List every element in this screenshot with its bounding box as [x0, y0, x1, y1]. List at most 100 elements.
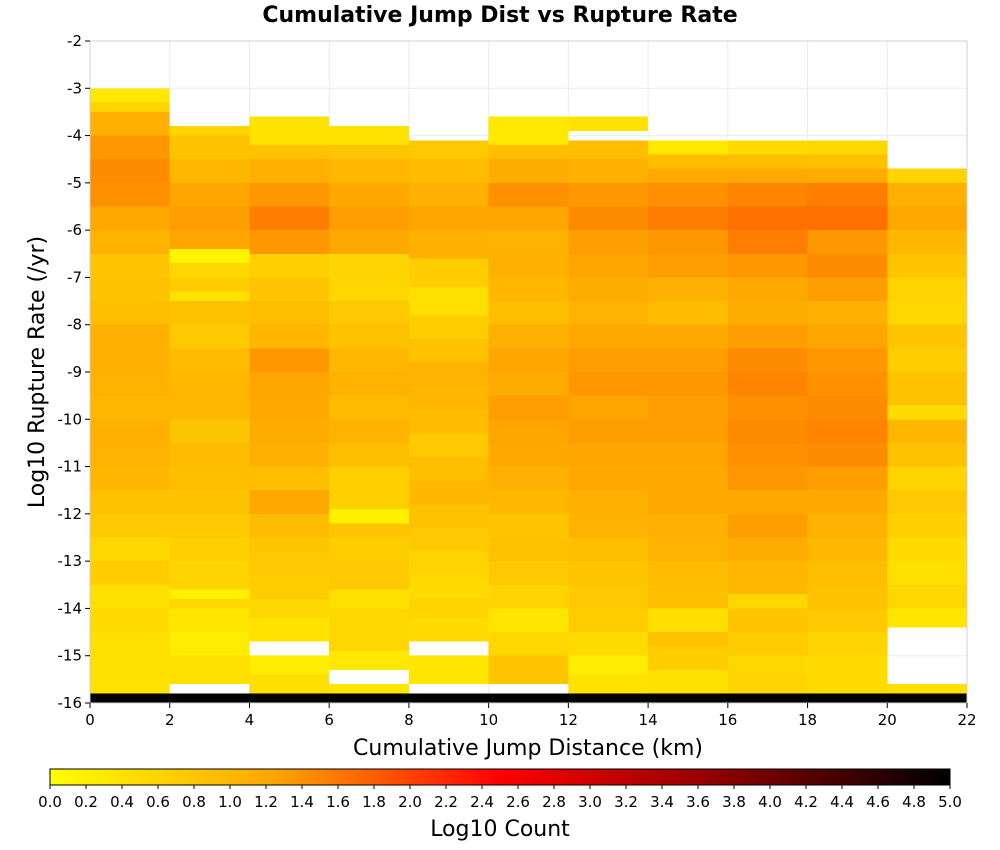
- colorbar-tick-label: 1.4: [290, 793, 314, 811]
- heatmap-cell: [488, 116, 569, 146]
- heatmap-cell: [807, 419, 888, 443]
- heatmap-cell: [648, 168, 728, 183]
- heatmap-cell: [249, 145, 330, 160]
- heatmap-cell: [329, 324, 409, 349]
- heatmap-cell: [169, 159, 250, 183]
- heatmap-cell: [408, 433, 489, 458]
- heatmap-cell: [807, 537, 888, 562]
- heatmap-cell: [648, 140, 728, 155]
- heatmap-cell: [408, 655, 489, 685]
- heatmap-cell: [169, 206, 250, 231]
- heatmap-cell: [727, 140, 808, 155]
- heatmap-cell: [90, 561, 170, 585]
- heatmap-cell: [249, 537, 330, 552]
- heatmap-cell: [727, 561, 808, 595]
- heatmap-cell: [408, 504, 489, 529]
- heatmap-cell: [329, 182, 409, 207]
- heatmap-cell: [727, 537, 808, 562]
- heatmap-cell: [568, 301, 649, 325]
- heatmap-cell: [329, 145, 409, 160]
- colorbar-label: Log10 Count: [430, 817, 570, 842]
- heatmap-cell: [887, 419, 967, 443]
- heatmap-cell: [568, 537, 649, 562]
- heatmap-cell: [169, 466, 250, 491]
- heatmap-cell: [329, 589, 409, 609]
- heatmap-cell: [807, 442, 888, 467]
- heatmap-cell: [488, 253, 569, 278]
- heatmap-cell: [727, 419, 808, 443]
- heatmap-cell: [408, 286, 489, 316]
- heatmap-cell: [329, 372, 409, 396]
- heatmap-cell: [887, 442, 967, 467]
- heatmap-cell: [169, 513, 250, 538]
- heatmap-cell: [727, 348, 808, 372]
- heatmap-cell: [488, 182, 569, 207]
- heatmap-cell: [727, 395, 808, 420]
- heatmap-cell: [249, 442, 330, 467]
- heatmap-cell: [249, 551, 330, 576]
- heatmap-cell: [329, 650, 409, 670]
- heatmap-cell: [568, 466, 649, 491]
- heatmap-cell: [169, 419, 250, 443]
- heatmap-cell: [408, 140, 489, 160]
- x-tick-label: 6: [324, 711, 334, 729]
- heatmap-cell: [648, 490, 728, 514]
- colorbar-tick-label: 0.2: [74, 793, 98, 811]
- heatmap-cell: [488, 145, 569, 160]
- heatmap-cell: [90, 206, 170, 231]
- heatmap-cell: [648, 561, 728, 585]
- heatmap-cell: [568, 253, 649, 278]
- heatmap-cell: [329, 627, 409, 651]
- heatmap-cell: [887, 324, 967, 349]
- heatmap-cell: [169, 249, 250, 264]
- x-tick-label: 22: [957, 711, 976, 729]
- heatmap-cell: [807, 693, 888, 703]
- heatmap-cell: [488, 159, 569, 183]
- heatmap-cell: [408, 575, 489, 599]
- heatmap-cell: [169, 395, 250, 420]
- heatmap-cell: [329, 230, 409, 254]
- heatmap-cell: [90, 537, 170, 562]
- heatmap-cell: [329, 301, 409, 325]
- heatmap-cell: [727, 442, 808, 467]
- y-tick-label: -5: [67, 174, 82, 192]
- heatmap-cell: [648, 584, 728, 609]
- heatmap-cell: [249, 206, 330, 231]
- x-axis-label: Cumulative Jump Distance (km): [353, 736, 703, 761]
- heatmap-cell: [90, 693, 170, 703]
- heatmap-cell: [807, 324, 888, 349]
- heatmap-cell: [329, 693, 409, 703]
- heatmap-cell: [169, 324, 250, 349]
- heatmap-cell: [648, 253, 728, 278]
- heatmap-cell: [568, 419, 649, 443]
- heatmap-cell: [408, 693, 489, 703]
- heatmap-cell: [807, 466, 888, 491]
- colorbar-tick-label: 1.0: [218, 793, 242, 811]
- heatmap-cell: [90, 135, 170, 160]
- heatmap-cell: [249, 419, 330, 443]
- heatmap-cell: [727, 693, 808, 703]
- y-tick-label: -6: [67, 221, 82, 239]
- heatmap-cell: [249, 116, 330, 146]
- heatmap-cell: [887, 537, 967, 562]
- heatmap-cell: [807, 490, 888, 514]
- heatmap-cell: [568, 632, 649, 656]
- heatmap-cell: [887, 584, 967, 609]
- heatmap-cell: [488, 513, 569, 538]
- colorbar-tick-label: 1.6: [326, 793, 350, 811]
- heatmap-cell: [648, 154, 728, 169]
- heatmap-cell: [568, 584, 649, 609]
- y-tick-label: -13: [58, 552, 83, 570]
- heatmap-cell: [249, 301, 330, 325]
- heatmap-cell: [408, 457, 489, 481]
- heatmap-cell: [648, 537, 728, 562]
- heatmap-cell: [727, 513, 808, 538]
- heatmap-cell: [169, 608, 250, 633]
- y-tick-label: -16: [58, 694, 83, 712]
- heatmap-cell: [727, 182, 808, 207]
- heatmap-cell: [887, 182, 967, 207]
- heatmap-cell: [887, 490, 967, 514]
- colorbar-tick-label: 3.2: [614, 793, 638, 811]
- heatmap-cell: [648, 466, 728, 491]
- heatmap-cell: [568, 348, 649, 372]
